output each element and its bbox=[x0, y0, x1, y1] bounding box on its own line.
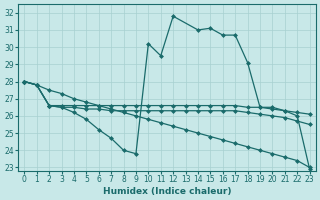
X-axis label: Humidex (Indice chaleur): Humidex (Indice chaleur) bbox=[103, 187, 231, 196]
